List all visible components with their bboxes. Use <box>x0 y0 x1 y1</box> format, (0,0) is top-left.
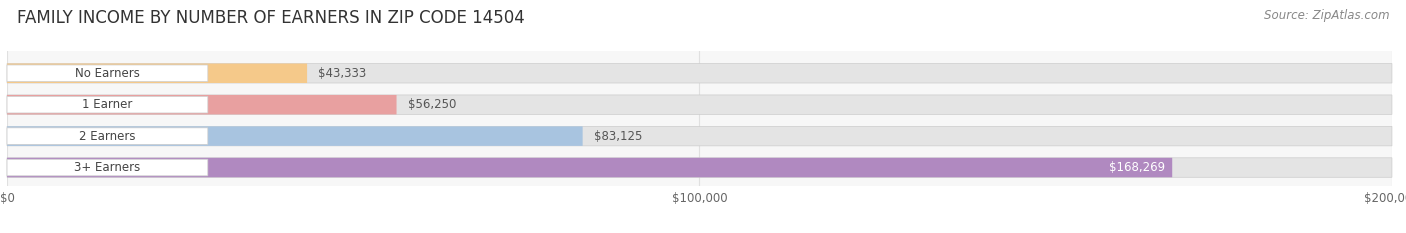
FancyBboxPatch shape <box>7 126 1392 146</box>
FancyBboxPatch shape <box>7 96 208 113</box>
FancyBboxPatch shape <box>7 126 582 146</box>
FancyBboxPatch shape <box>7 65 208 82</box>
FancyBboxPatch shape <box>7 64 1392 83</box>
Text: $83,125: $83,125 <box>593 130 643 143</box>
FancyBboxPatch shape <box>7 64 307 83</box>
Text: 3+ Earners: 3+ Earners <box>75 161 141 174</box>
Text: 2 Earners: 2 Earners <box>79 130 136 143</box>
FancyBboxPatch shape <box>7 128 208 144</box>
Text: $43,333: $43,333 <box>318 67 367 80</box>
Text: FAMILY INCOME BY NUMBER OF EARNERS IN ZIP CODE 14504: FAMILY INCOME BY NUMBER OF EARNERS IN ZI… <box>17 9 524 27</box>
Text: Source: ZipAtlas.com: Source: ZipAtlas.com <box>1264 9 1389 22</box>
Text: 1 Earner: 1 Earner <box>82 98 132 111</box>
Text: $168,269: $168,269 <box>1109 161 1166 174</box>
FancyBboxPatch shape <box>7 95 1392 114</box>
FancyBboxPatch shape <box>7 95 396 114</box>
FancyBboxPatch shape <box>7 158 1173 177</box>
Text: $56,250: $56,250 <box>408 98 456 111</box>
FancyBboxPatch shape <box>7 159 208 176</box>
Text: No Earners: No Earners <box>75 67 139 80</box>
FancyBboxPatch shape <box>7 158 1392 177</box>
